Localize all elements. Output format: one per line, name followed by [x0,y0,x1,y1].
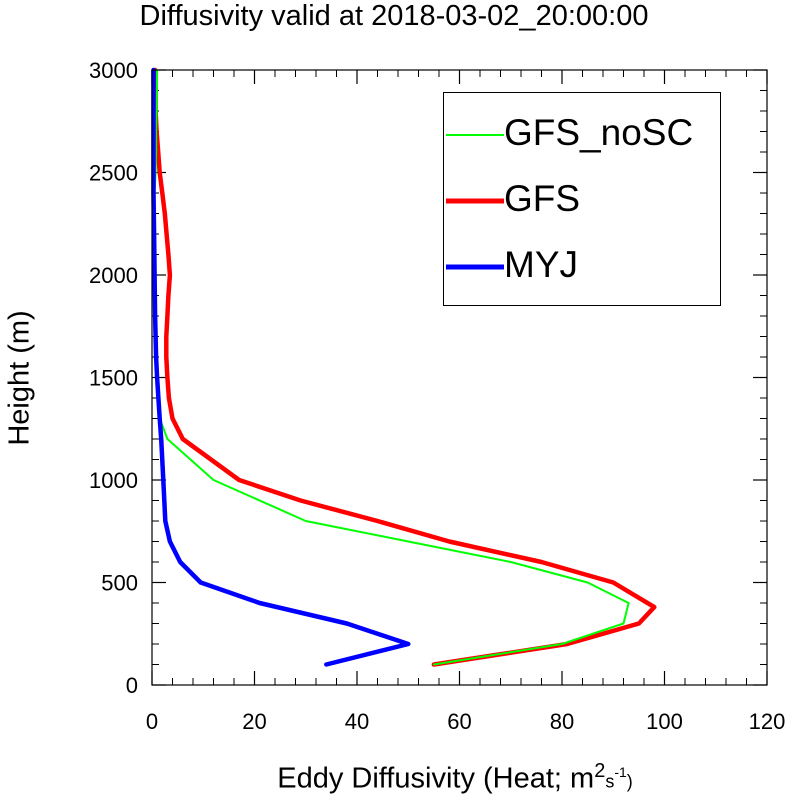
x-axis-label-unit: s [605,771,615,792]
x-tick-label: 120 [749,709,786,734]
y-tick-label: 1500 [89,366,138,391]
legend-item-gfs-nosc: GFS_noSC [444,113,720,153]
series-line-gfs [152,67,657,667]
legend: GFS_noSC GFS MYJ [443,92,721,306]
legend-label-myj: MYJ [504,244,578,285]
legend-swatch-gfs-nosc [446,134,504,136]
x-tick-label: 80 [550,709,574,734]
legend-label-gfs: GFS [504,178,581,219]
x-tick-label: 40 [345,709,369,734]
x-tick-label: 100 [646,709,683,734]
x-tick-label: 20 [242,709,266,734]
legend-item-myj: MYJ [444,245,720,285]
x-axis-label-exponent: 2 [594,760,606,782]
x-axis-label-unit-exponent: -1 [614,764,627,780]
y-tick-label: 2500 [89,161,138,186]
y-tick-label: 3000 [89,58,138,83]
y-tick-label: 1000 [89,468,138,493]
x-tick-label: 60 [447,709,471,734]
legend-swatch-gfs [446,198,504,204]
y-tick-label: 500 [101,571,138,596]
x-axis-label-text: Eddy Diffusivity (Heat; m [277,762,595,795]
chart-title: Diffusivity valid at 2018-03-02_20:00:00 [139,0,649,32]
y-tick-label: 0 [126,673,138,698]
y-axis-label: Height (m) [3,310,36,446]
legend-item-gfs: GFS [444,179,720,219]
x-axis-label: Eddy Diffusivity (Heat; m2s-1) [277,760,633,796]
x-axis-label-close: ) [626,771,633,792]
legend-swatch-myj [446,264,504,270]
legend-label-gfs-nosc: GFS_noSC [504,112,694,153]
x-tick-label: 0 [146,709,158,734]
tick-labels: 0 20 40 60 80 100 120 0 500 1000 1500 2000 2500 3000 [89,58,785,734]
plot-frame [151,69,768,686]
y-tick-label: 2000 [89,263,138,288]
series-line-myj [151,67,411,667]
series-lines [151,67,657,667]
